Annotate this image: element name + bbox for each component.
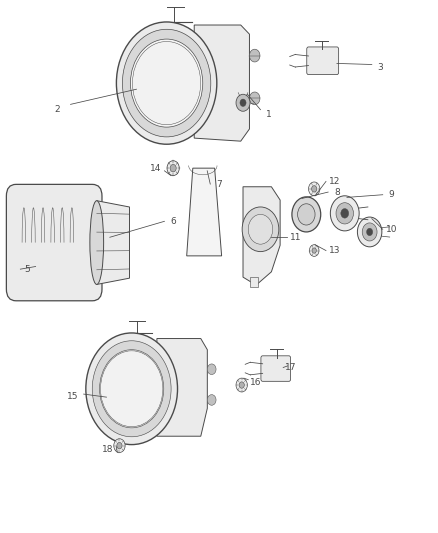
Ellipse shape [90,201,104,285]
Circle shape [311,185,317,192]
Circle shape [239,382,244,388]
Circle shape [341,208,349,218]
Text: 8: 8 [334,188,340,197]
Text: 3: 3 [378,63,383,71]
FancyBboxPatch shape [261,356,290,381]
Circle shape [336,203,353,224]
Text: 15: 15 [67,392,78,401]
Circle shape [308,182,320,196]
Text: 2: 2 [55,105,60,114]
Polygon shape [157,338,207,436]
Text: 18: 18 [102,446,113,455]
Circle shape [86,333,177,445]
Circle shape [330,196,359,231]
Circle shape [117,442,122,449]
Text: 13: 13 [329,246,340,255]
Circle shape [250,92,260,105]
Circle shape [167,161,179,175]
Polygon shape [187,168,222,256]
Text: 1: 1 [266,110,272,119]
Circle shape [236,378,247,392]
Circle shape [242,207,279,252]
Circle shape [132,42,201,125]
Circle shape [357,217,382,247]
Text: 5: 5 [24,265,30,273]
Text: 9: 9 [389,190,394,199]
Text: 12: 12 [329,177,340,186]
Circle shape [250,49,260,62]
Text: 17: 17 [285,363,297,372]
FancyBboxPatch shape [7,184,102,301]
Circle shape [362,223,377,241]
Text: 7: 7 [216,180,222,189]
Text: 6: 6 [170,217,176,226]
Circle shape [100,351,163,427]
Text: 14: 14 [150,164,161,173]
Polygon shape [250,277,258,287]
Circle shape [236,94,250,111]
Circle shape [297,204,315,225]
Circle shape [292,197,321,232]
Circle shape [312,248,316,253]
Circle shape [170,165,176,172]
Text: 10: 10 [386,225,397,234]
Circle shape [123,29,211,137]
Text: 11: 11 [290,233,301,242]
Circle shape [117,22,217,144]
Circle shape [309,245,319,256]
Polygon shape [243,187,280,285]
FancyBboxPatch shape [307,47,339,75]
Circle shape [207,364,216,375]
Circle shape [367,228,373,236]
Circle shape [131,39,203,127]
Polygon shape [97,201,130,285]
Circle shape [248,214,273,244]
Circle shape [240,99,246,107]
Polygon shape [194,25,250,141]
Circle shape [92,341,171,437]
Circle shape [114,439,125,453]
Text: 16: 16 [251,378,262,387]
Circle shape [207,394,216,405]
Circle shape [99,350,164,428]
